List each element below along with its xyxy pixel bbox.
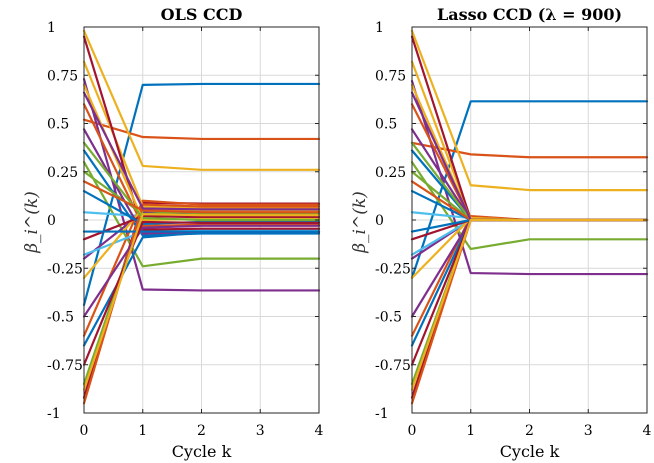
y-tick-label: -0.5 — [375, 310, 402, 326]
y-tick-label: 0 — [375, 213, 384, 229]
series-line-β9 — [82, 199, 321, 337]
series-line-β2 — [410, 141, 649, 159]
y-tick-label: 0.5 — [375, 117, 397, 133]
series-group — [82, 29, 321, 405]
y-tick-label: -0.75 — [375, 358, 411, 374]
y-tick-label: -1 — [375, 406, 389, 422]
x-tick-label: 4 — [315, 423, 324, 439]
chart-title: Lasso CCD (λ = 900) — [437, 5, 622, 24]
x-axis-label: Cycle k — [172, 442, 232, 461]
x-tick-label: 1 — [466, 423, 475, 439]
series-line-β3 — [82, 29, 321, 171]
y-tick-label: -0.5 — [47, 310, 74, 326]
series-group — [410, 29, 649, 405]
series-line-β14 — [82, 35, 321, 231]
y-tick-label: -1 — [47, 406, 61, 422]
series-line-β4 — [82, 78, 321, 292]
y-axis-label: β_i^(k) — [22, 191, 42, 254]
y-tick-label: 0.5 — [47, 117, 69, 133]
series-line-β20 — [82, 215, 321, 241]
x-tick-label: 4 — [643, 423, 652, 439]
x-tick-label: 2 — [197, 423, 206, 439]
series-line-β30 — [410, 218, 649, 391]
series-line-β25 — [82, 141, 321, 222]
y-tick-label: 0.75 — [375, 68, 406, 84]
series-line-β27 — [82, 180, 321, 214]
y-tick-label: 0.25 — [47, 165, 78, 181]
y-tick-label: 1 — [375, 20, 384, 36]
y-tick-label: 0 — [47, 213, 56, 229]
y-tick-label: 0.75 — [47, 68, 78, 84]
y-tick-label: -0.25 — [375, 261, 411, 277]
series-line-β3 — [410, 29, 649, 192]
panel-2: 0 1 2 3 4 -1 -0.75 -0.5 -0.25 0 0.25 0.5 0.75 1 Lasso … — [350, 5, 652, 461]
series-line-β30 — [82, 213, 321, 391]
y-tick-label: -0.25 — [47, 261, 83, 277]
chart-title: OLS CCD — [161, 5, 243, 24]
x-tick-label: 2 — [525, 423, 534, 439]
x-tick-label: 0 — [80, 423, 89, 439]
series-line-β4 — [410, 79, 649, 276]
x-tick-label: 3 — [256, 423, 265, 439]
y-tick-label: -0.75 — [47, 358, 83, 374]
panel-1: 0 1 2 3 4 -1 -0.75 -0.5 -0.25 0 0.25 0.5 0.75 1 OLS CC… — [22, 5, 324, 461]
series-line-β28 — [82, 91, 321, 211]
y-axis-label: β_i^(k) — [350, 191, 370, 254]
series-line-β2 — [82, 118, 321, 141]
series-line-β24 — [82, 224, 321, 318]
x-axis-label: Cycle k — [500, 442, 560, 461]
series-line-β5 — [410, 161, 649, 251]
x-tick-label: 3 — [584, 423, 593, 439]
y-tick-label: 1 — [47, 20, 56, 36]
x-tick-label: 1 — [138, 423, 147, 439]
y-tick-label: 0.25 — [375, 165, 406, 181]
x-tick-label: 0 — [408, 423, 417, 439]
